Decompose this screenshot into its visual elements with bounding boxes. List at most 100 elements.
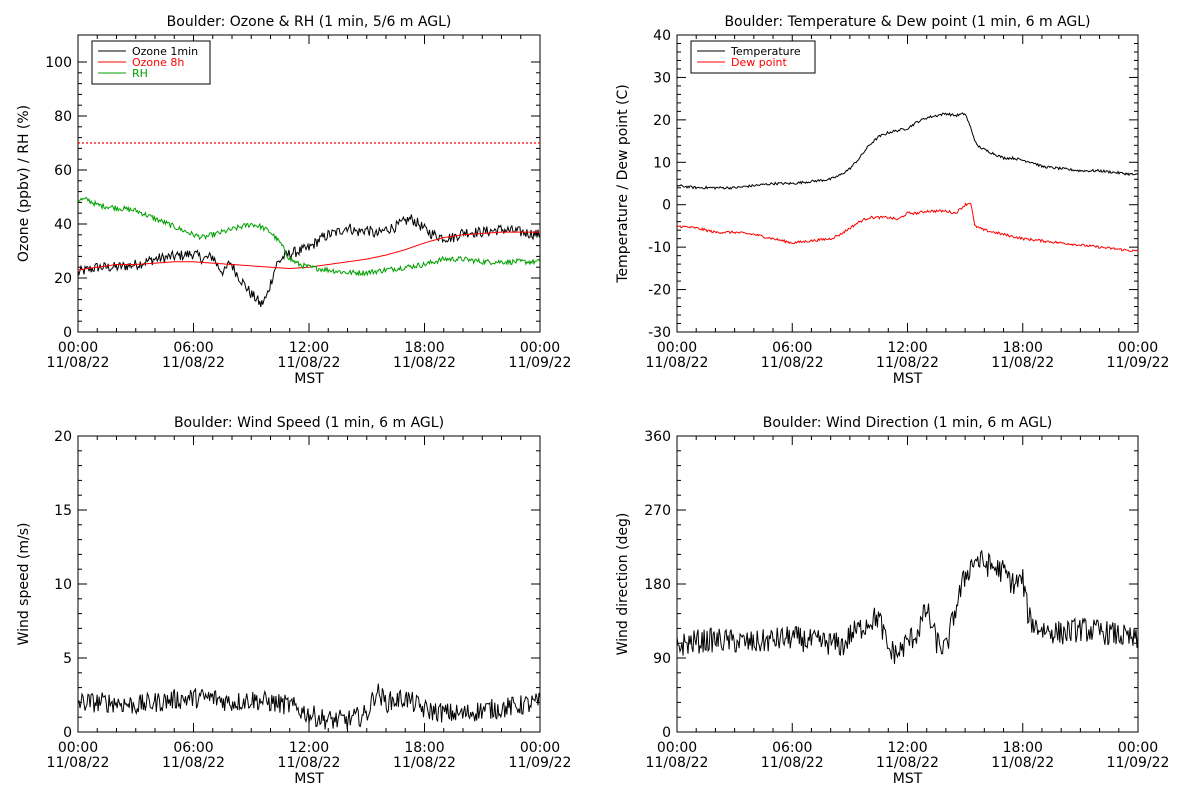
- x-tick-time-label: 18:00: [404, 740, 444, 756]
- x-tick-date-label: 11/08/22: [278, 355, 341, 371]
- y-tick-label: 0: [662, 198, 671, 214]
- chart-title: Boulder: Wind Direction (1 min, 6 m AGL): [763, 415, 1052, 431]
- y-tick-label: 15: [54, 503, 72, 519]
- x-tick-date-label: 11/08/22: [47, 355, 110, 371]
- x-tick-time-label: 18:00: [1003, 340, 1043, 356]
- y-tick-label: -20: [648, 283, 671, 299]
- legend-label: RH: [132, 67, 148, 80]
- x-tick-time-label: 00:00: [1118, 340, 1158, 356]
- y-tick-label: 360: [644, 429, 671, 445]
- y-axis-label: Temperature / Dew point (C): [615, 84, 631, 283]
- plot-area: [677, 549, 1138, 665]
- x-tick-time-label: 00:00: [58, 340, 98, 356]
- x-axis-label: MST: [294, 771, 324, 787]
- plot-area: [78, 683, 540, 730]
- x-tick-time-label: 12:00: [887, 340, 927, 356]
- x-tick-date-label: 11/09/22: [1107, 355, 1170, 371]
- y-tick-label: 0: [63, 325, 72, 341]
- x-tick-time-label: 06:00: [173, 340, 213, 356]
- x-tick-date-label: 11/08/22: [991, 755, 1054, 771]
- y-tick-label: 10: [54, 577, 72, 593]
- chart-panel-1: Boulder: Ozone & RH (1 min, 5/6 m AGL) 0 2…: [16, 14, 571, 387]
- x-tick-time-label: 12:00: [289, 340, 329, 356]
- y-axis-label: Ozone (ppbv) / RH (%): [16, 105, 32, 262]
- y-tick-label: 40: [54, 217, 72, 233]
- legend-label: Temperature: [730, 45, 801, 58]
- series-line-dew-point: [677, 202, 1138, 253]
- x-tick-time-label: 00:00: [58, 740, 98, 756]
- legend-label: Ozone 8h: [132, 56, 184, 69]
- x-tick-date-label: 11/08/22: [162, 355, 225, 371]
- x-tick-date-label: 11/08/22: [646, 755, 709, 771]
- y-tick-label: 0: [662, 725, 671, 741]
- y-tick-label: 180: [644, 577, 671, 593]
- x-tick-date-label: 11/08/22: [761, 355, 824, 371]
- chart-panel-2: Boulder: Temperature & Dew point (1 min,…: [615, 14, 1169, 387]
- series-line-4-1: [677, 549, 1138, 665]
- x-tick-date-label: 11/08/22: [876, 755, 939, 771]
- series-line-ozone-8h: [78, 231, 540, 271]
- x-tick-date-label: 11/08/22: [393, 755, 456, 771]
- y-tick-label: -10: [648, 240, 671, 256]
- series-line-3-1: [78, 683, 540, 730]
- x-tick-date-label: 11/08/22: [47, 755, 110, 771]
- y-tick-label: 0: [63, 725, 72, 741]
- series-line-temperature: [677, 112, 1138, 190]
- x-tick-time-label: 06:00: [772, 340, 812, 356]
- chart-title: Boulder: Wind Speed (1 min, 6 m AGL): [174, 415, 444, 431]
- x-tick-time-label: 12:00: [887, 740, 927, 756]
- y-tick-label: 60: [54, 163, 72, 179]
- y-axis-label: Wind direction (deg): [615, 513, 631, 656]
- x-tick-date-label: 11/08/22: [278, 755, 341, 771]
- y-tick-label: 20: [54, 271, 72, 287]
- plot-frame: [676, 435, 1139, 733]
- legend-label: Dew point: [731, 56, 787, 69]
- x-tick-time-label: 00:00: [657, 340, 697, 356]
- x-axis-label: MST: [893, 771, 923, 787]
- plot-frame: [676, 34, 1139, 333]
- legend-label: Ozone 1min: [132, 45, 198, 58]
- x-tick-date-label: 11/09/22: [509, 755, 572, 771]
- chart-title: Boulder: Temperature & Dew point (1 min,…: [724, 14, 1090, 30]
- y-tick-label: 270: [644, 503, 671, 519]
- y-tick-label: 90: [653, 651, 671, 667]
- x-tick-time-label: 00:00: [520, 340, 560, 356]
- series-line-rh: [78, 196, 540, 277]
- y-tick-label: 10: [653, 155, 671, 171]
- y-tick-label: 30: [653, 70, 671, 86]
- legend-box: [690, 40, 816, 74]
- chart-panel-4: Boulder: Wind Direction (1 min, 6 m AGL)…: [615, 415, 1169, 787]
- x-tick-time-label: 00:00: [1118, 740, 1158, 756]
- x-tick-time-label: 06:00: [173, 740, 213, 756]
- x-tick-date-label: 11/08/22: [761, 755, 824, 771]
- x-tick-date-label: 11/09/22: [1107, 755, 1170, 771]
- chart-title: Boulder: Ozone & RH (1 min, 5/6 m AGL): [167, 14, 452, 30]
- x-tick-date-label: 11/08/22: [991, 355, 1054, 371]
- x-tick-date-label: 11/09/22: [509, 355, 572, 371]
- y-tick-label: 20: [54, 429, 72, 445]
- plot-frame: [77, 435, 541, 733]
- x-tick-date-label: 11/08/22: [162, 755, 225, 771]
- y-tick-label: 40: [653, 28, 671, 44]
- x-tick-time-label: 18:00: [1003, 740, 1043, 756]
- y-axis-label: Wind speed (m/s): [16, 523, 32, 646]
- x-tick-date-label: 11/08/22: [876, 355, 939, 371]
- plot-area: [677, 112, 1138, 253]
- x-tick-date-label: 11/08/22: [646, 355, 709, 371]
- chart-panel-3: Boulder: Wind Speed (1 min, 6 m AGL) 0 5 10…: [16, 415, 571, 787]
- y-tick-label: 80: [54, 109, 72, 125]
- y-tick-label: -30: [648, 325, 671, 341]
- x-tick-time-label: 06:00: [772, 740, 812, 756]
- x-tick-time-label: 00:00: [657, 740, 697, 756]
- y-tick-label: 20: [653, 113, 671, 129]
- x-tick-date-label: 11/08/22: [393, 355, 456, 371]
- y-tick-label: 5: [63, 651, 72, 667]
- x-tick-time-label: 12:00: [289, 740, 329, 756]
- y-tick-label: 100: [45, 55, 72, 71]
- plot-area: [78, 142, 540, 308]
- x-axis-label: MST: [893, 371, 923, 387]
- x-axis-label: MST: [294, 371, 324, 387]
